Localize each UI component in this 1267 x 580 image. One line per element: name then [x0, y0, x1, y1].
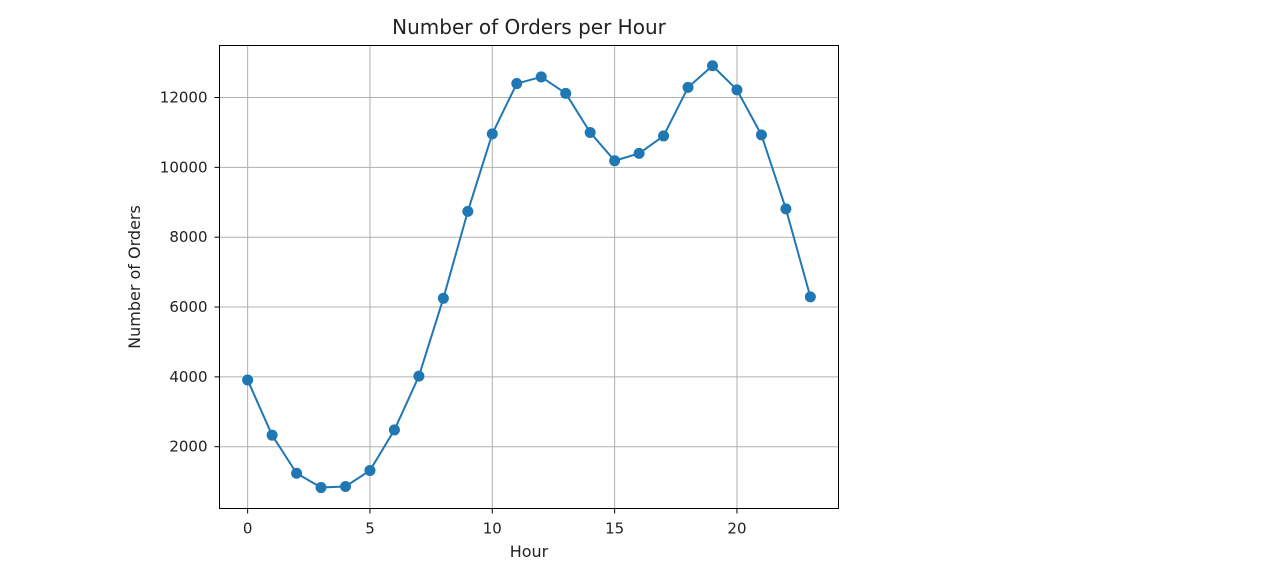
y-axis-label: Number of Orders — [125, 205, 144, 349]
series-line — [246, 64, 812, 489]
data-point-hour-4 — [340, 481, 352, 493]
tick-labels: 0 5 10 15 20 2000 4000 6000 8000 10000 12000 — [160, 89, 747, 538]
data-point-hour-16 — [633, 147, 645, 159]
x-tick-label: 5 — [365, 520, 375, 538]
data-point-hour-2 — [291, 467, 303, 479]
data-point-hour-18 — [682, 81, 694, 93]
data-point-hour-12 — [535, 71, 547, 83]
data-point-hour-17 — [658, 130, 670, 142]
data-point-hour-23 — [804, 291, 816, 303]
x-tick-label: 10 — [483, 520, 502, 538]
data-series — [242, 60, 816, 494]
x-tick-label: 20 — [727, 520, 746, 538]
data-point-hour-20 — [731, 84, 743, 96]
x-tick-label: 15 — [605, 520, 624, 538]
y-tick-label: 12000 — [160, 89, 208, 107]
chart-title: Number of Orders per Hour — [392, 15, 666, 39]
data-point-hour-9 — [462, 205, 474, 217]
gridlines — [219, 45, 839, 509]
y-tick-label: 8000 — [169, 228, 207, 246]
data-point-hour-22 — [780, 203, 792, 215]
plot-frame — [219, 45, 839, 509]
y-tick-label: 4000 — [169, 368, 207, 386]
x-axis-label: Hour — [510, 542, 549, 561]
x-tick-label: 0 — [243, 520, 253, 538]
data-point-hour-6 — [388, 424, 400, 436]
axes — [214, 97, 738, 514]
data-point-hour-3 — [315, 482, 327, 494]
data-point-hour-0 — [242, 374, 254, 386]
data-point-hour-5 — [364, 464, 376, 476]
data-point-hour-1 — [266, 429, 278, 441]
y-tick-label: 6000 — [169, 298, 207, 316]
data-point-hour-13 — [560, 87, 572, 99]
data-point-hour-11 — [511, 78, 523, 90]
data-point-hour-10 — [486, 128, 498, 140]
data-point-hour-14 — [584, 126, 596, 138]
y-tick-label: 2000 — [169, 438, 207, 456]
data-point-hour-7 — [413, 370, 425, 382]
y-tick-label: 10000 — [160, 158, 208, 176]
data-point-hour-15 — [609, 155, 621, 167]
data-point-hour-8 — [437, 292, 449, 304]
data-point-hour-21 — [755, 129, 767, 141]
data-point-hour-19 — [706, 60, 718, 72]
